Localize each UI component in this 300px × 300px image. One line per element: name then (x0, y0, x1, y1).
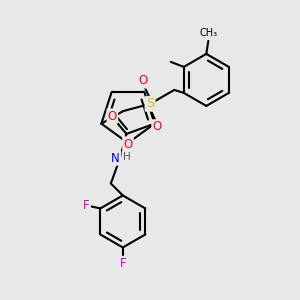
Text: N: N (111, 152, 120, 164)
Text: CH₃: CH₃ (199, 28, 218, 38)
Text: O: O (123, 137, 133, 151)
Text: O: O (108, 110, 117, 123)
Text: F: F (119, 257, 126, 270)
Text: H: H (123, 152, 130, 162)
Text: F: F (83, 199, 90, 212)
Text: O: O (152, 120, 162, 134)
Text: S: S (146, 98, 154, 110)
Text: O: O (138, 74, 148, 87)
